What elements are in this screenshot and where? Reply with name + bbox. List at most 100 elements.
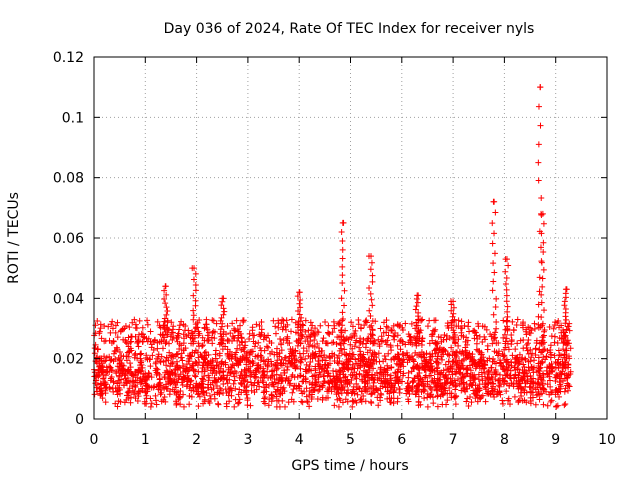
data-point — [503, 356, 510, 363]
data-point — [277, 335, 284, 342]
data-point — [116, 379, 123, 386]
data-point — [249, 327, 256, 334]
data-point — [536, 288, 543, 295]
data-point — [108, 374, 115, 381]
data-point — [350, 386, 357, 393]
data-point — [538, 291, 545, 298]
data-point — [440, 384, 447, 391]
data-point — [456, 381, 463, 388]
data-point — [423, 350, 430, 357]
data-point — [195, 403, 202, 410]
data-point — [229, 353, 236, 360]
data-point — [228, 392, 235, 399]
data-point — [109, 318, 116, 325]
data-point — [404, 388, 411, 395]
data-point — [356, 385, 363, 392]
data-point — [286, 381, 293, 388]
data-point — [421, 366, 428, 373]
data-point — [516, 360, 523, 367]
data-point — [354, 365, 361, 372]
data-point — [125, 388, 132, 395]
data-point — [499, 400, 506, 407]
data-point — [410, 365, 417, 372]
data-point — [357, 324, 364, 331]
data-point — [281, 367, 288, 374]
data-point — [322, 362, 329, 369]
data-point — [263, 343, 270, 350]
data-point — [102, 399, 109, 406]
data-point — [535, 177, 542, 184]
data-point — [535, 301, 542, 308]
data-point — [192, 321, 199, 328]
data-point — [451, 393, 458, 400]
data-point — [369, 390, 376, 397]
data-point — [240, 318, 247, 325]
data-point — [243, 354, 250, 361]
data-point — [562, 334, 569, 341]
data-point — [554, 389, 561, 396]
data-point — [491, 230, 498, 237]
data-point — [174, 364, 181, 371]
data-point — [439, 347, 446, 354]
data-point — [196, 343, 203, 350]
data-point — [134, 397, 141, 404]
x-tick-label: 6 — [397, 432, 406, 448]
data-point — [165, 327, 172, 334]
data-point — [433, 387, 440, 394]
data-point — [508, 332, 515, 339]
data-point — [399, 372, 406, 379]
data-point — [163, 291, 170, 298]
data-point — [482, 398, 489, 405]
data-point — [272, 330, 279, 337]
data-point — [547, 354, 554, 361]
data-point — [296, 300, 303, 307]
data-point — [528, 327, 535, 334]
data-points — [91, 84, 574, 410]
data-point — [294, 293, 301, 300]
data-point — [535, 159, 542, 166]
data-point — [231, 373, 238, 380]
data-point — [163, 354, 170, 361]
data-point — [108, 367, 115, 374]
data-point — [284, 321, 291, 328]
data-point — [271, 367, 278, 374]
data-point — [368, 253, 375, 260]
data-point — [275, 324, 282, 331]
data-point — [364, 335, 371, 342]
data-point — [251, 343, 258, 350]
data-point — [107, 357, 114, 364]
data-point — [455, 375, 462, 382]
data-point — [164, 319, 171, 326]
data-point — [383, 341, 390, 348]
data-point — [412, 391, 419, 398]
data-point — [388, 326, 395, 333]
data-point — [502, 268, 509, 275]
data-point — [510, 327, 517, 334]
data-point — [139, 364, 146, 371]
data-point — [386, 381, 393, 388]
data-point — [311, 343, 318, 350]
data-point — [459, 362, 466, 369]
data-point — [544, 371, 551, 378]
data-point — [177, 354, 184, 361]
data-point — [390, 395, 397, 402]
data-point — [529, 350, 536, 357]
data-point — [276, 350, 283, 357]
data-point — [192, 270, 199, 277]
data-point — [258, 347, 265, 354]
chart-title: Day 036 of 2024, Rate Of TEC Index for r… — [164, 21, 535, 37]
data-point — [234, 337, 241, 344]
data-point — [520, 345, 527, 352]
data-point — [231, 377, 238, 384]
data-point — [234, 400, 241, 407]
data-point — [220, 372, 227, 379]
data-point — [309, 355, 316, 362]
data-point — [171, 376, 178, 383]
data-point — [478, 351, 485, 358]
data-point — [112, 329, 119, 336]
data-point — [535, 324, 542, 331]
data-point — [562, 320, 569, 327]
data-point — [242, 387, 249, 394]
data-point — [224, 380, 231, 387]
data-point — [477, 356, 484, 363]
